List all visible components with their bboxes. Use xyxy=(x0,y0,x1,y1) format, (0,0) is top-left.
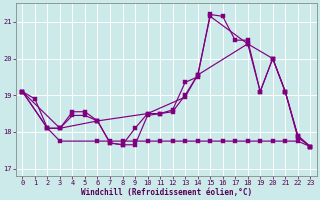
X-axis label: Windchill (Refroidissement éolien,°C): Windchill (Refroidissement éolien,°C) xyxy=(81,188,252,197)
